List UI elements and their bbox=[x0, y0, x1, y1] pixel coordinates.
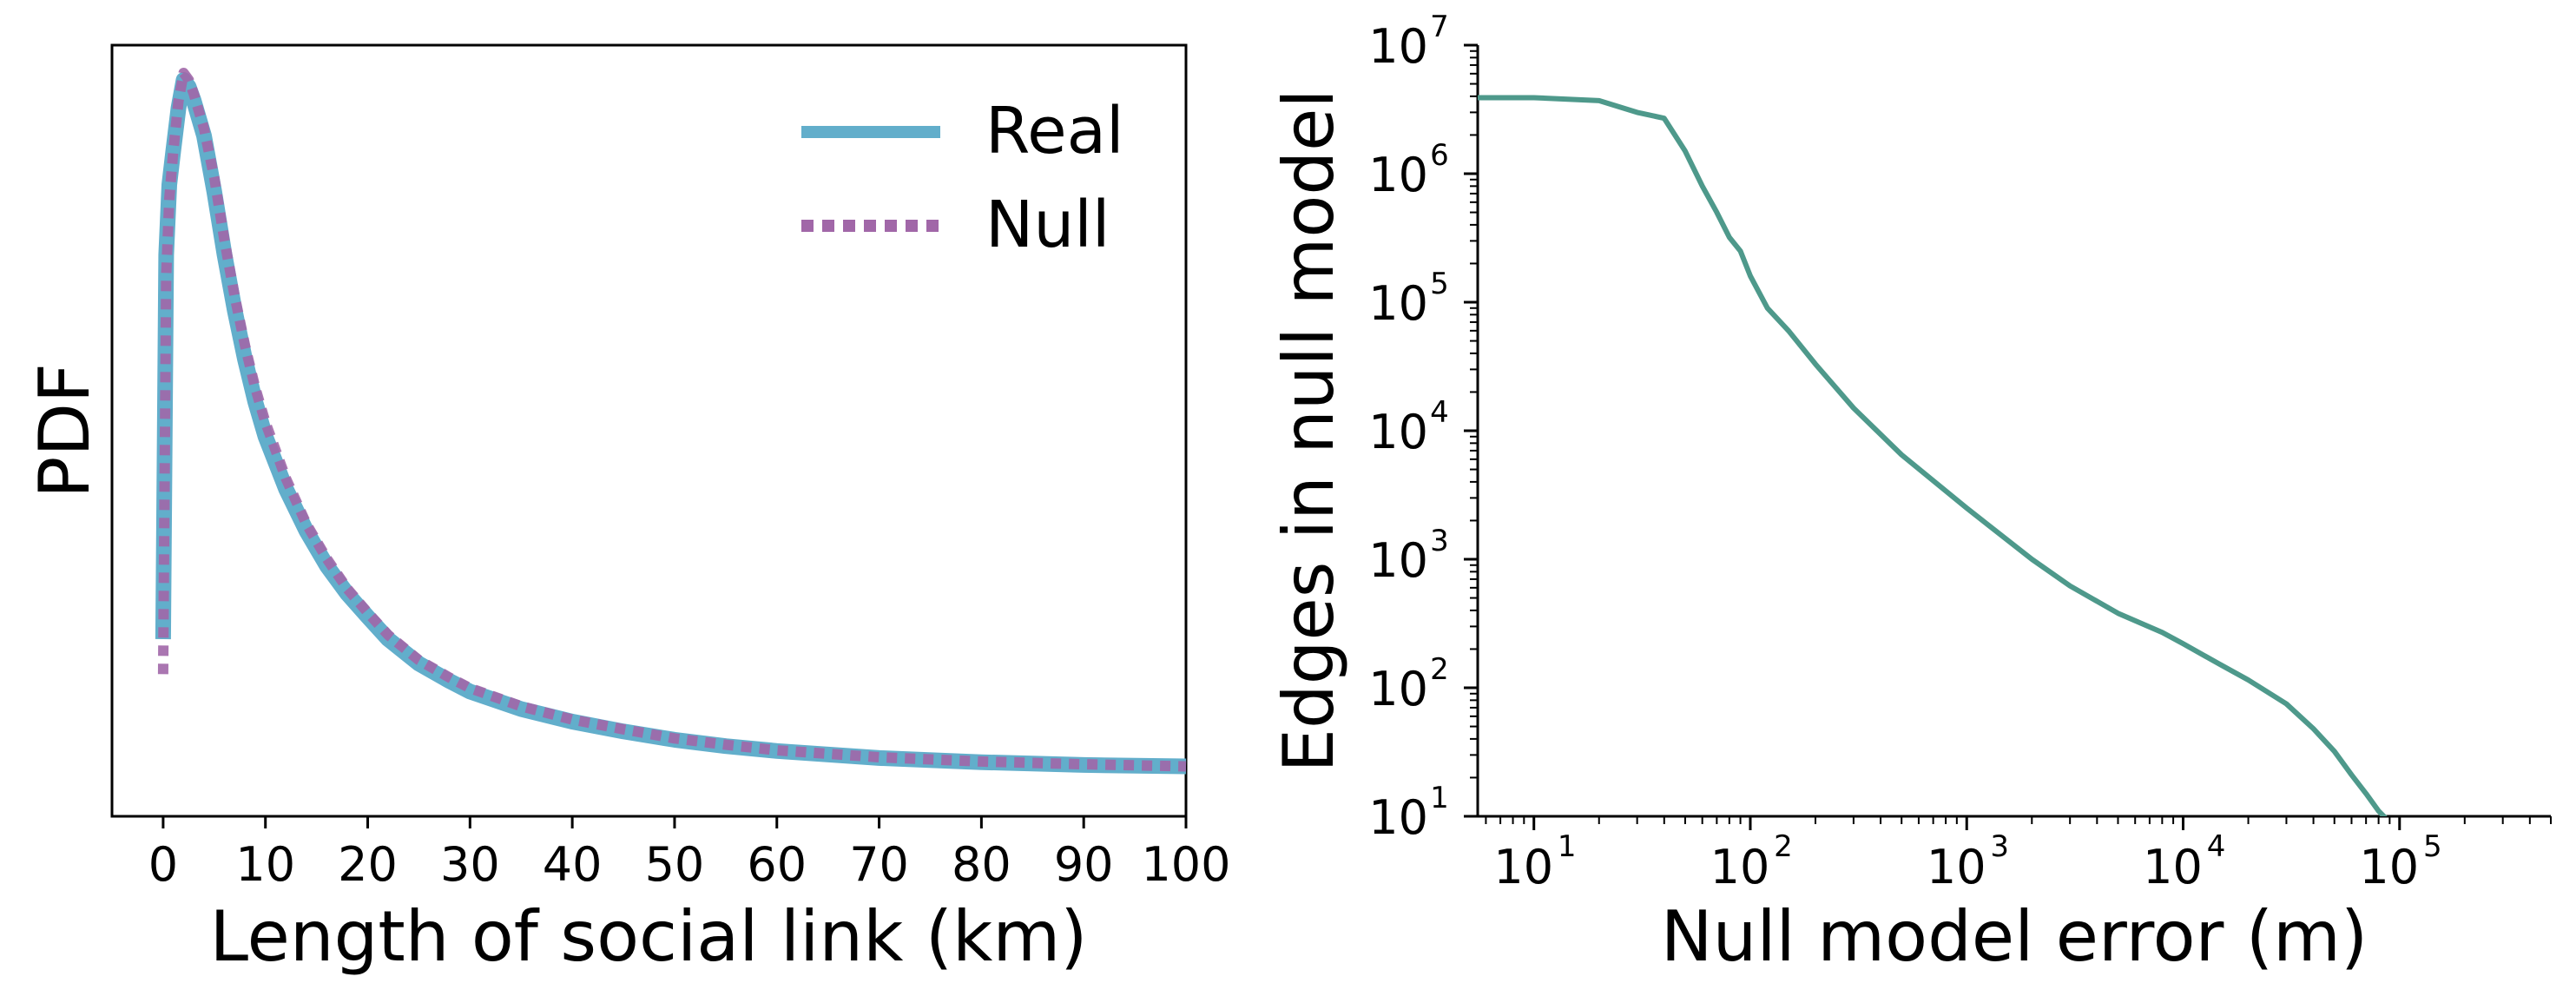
null-model-y-tick-exponent: 7 bbox=[1430, 10, 1449, 44]
null-model-y-tick-exponent: 4 bbox=[1430, 395, 1449, 430]
pdf-x-tick-label: 70 bbox=[849, 837, 909, 892]
null-model-x-tick-exponent: 5 bbox=[2423, 829, 2442, 864]
null-model-y-tick-label: 10 bbox=[1368, 19, 1428, 74]
pdf-panel: 0 10 20 30 40 50 60 70 80 90 100 Length of social … bbox=[24, 43, 1231, 977]
null-model-panel: 10 1 10 2 10 3 10 4 10 510 110 210 310 410 510 610 7 Nul… bbox=[1268, 10, 2552, 977]
null-model-y-tick-exponent: 1 bbox=[1430, 781, 1449, 815]
null-model-y-axis-label: Edges in null model bbox=[1268, 89, 1349, 772]
null-model-y-tick-label: 10 bbox=[1368, 533, 1428, 588]
null-model-minor-ticks bbox=[1470, 49, 2552, 824]
pdf-plot-frame bbox=[110, 43, 1188, 818]
null-model-x-tick-exponent: 1 bbox=[1558, 829, 1577, 864]
pdf-x-tick-label: 30 bbox=[440, 837, 500, 892]
null-model-x-tick-exponent: 2 bbox=[1774, 829, 1793, 864]
pdf-x-tick-label: 80 bbox=[952, 837, 1011, 892]
null-model-x-tick-label: 10 bbox=[1710, 840, 1770, 894]
pdf-x-tick-label: 0 bbox=[148, 837, 178, 892]
pdf-series-group bbox=[155, 68, 1187, 775]
null-model-x-tick-label: 10 bbox=[2359, 840, 2419, 894]
null-model-x-tick-label: 10 bbox=[2143, 840, 2203, 894]
pdf-y-axis-label: PDF bbox=[24, 363, 105, 498]
pdf-x-tick-label: 90 bbox=[1054, 837, 1114, 892]
legend-label-real: Real bbox=[985, 94, 1124, 168]
null-model-y-tick-exponent: 5 bbox=[1430, 267, 1449, 301]
null-model-major-ticks: 10 1 10 2 10 3 10 4 10 510 110 210 310 410 510 610 7 bbox=[1368, 10, 2441, 894]
pdf-series-real-line bbox=[155, 72, 1187, 775]
null-model-y-tick-label: 10 bbox=[1368, 790, 1428, 845]
pdf-x-tick-label: 10 bbox=[235, 837, 295, 892]
pdf-x-ticks: 0 10 20 30 40 50 60 70 80 90 100 bbox=[148, 816, 1231, 892]
pdf-x-tick-label: 50 bbox=[645, 837, 705, 892]
legend-label-null: Null bbox=[985, 188, 1110, 262]
null-model-y-tick-label: 10 bbox=[1368, 276, 1428, 331]
pdf-x-tick-label: 60 bbox=[747, 837, 807, 892]
pdf-x-tick-label: 20 bbox=[338, 837, 398, 892]
null-model-x-tick-exponent: 3 bbox=[1990, 829, 2009, 864]
pdf-x-tick-label: 100 bbox=[1141, 837, 1230, 892]
pdf-series-null-line bbox=[157, 68, 1187, 772]
null-model-series-line bbox=[1478, 95, 2388, 816]
legend: Real Null bbox=[801, 94, 1124, 262]
null-model-series-group bbox=[1478, 95, 2388, 816]
null-model-y-tick-exponent: 6 bbox=[1430, 138, 1449, 173]
pdf-x-tick-label: 40 bbox=[543, 837, 603, 892]
null-model-y-tick-exponent: 2 bbox=[1430, 652, 1449, 687]
null-model-x-tick-label: 10 bbox=[1493, 840, 1553, 894]
null-model-y-tick-label: 10 bbox=[1368, 148, 1428, 202]
null-model-x-tick-label: 10 bbox=[1927, 840, 1986, 894]
null-model-y-tick-label: 10 bbox=[1368, 662, 1428, 716]
null-model-x-tick-exponent: 4 bbox=[2207, 829, 2226, 864]
null-model-y-tick-label: 10 bbox=[1368, 405, 1428, 459]
pdf-x-axis-label: Length of social link (km) bbox=[209, 896, 1087, 977]
null-model-x-axis-label: Null model error (m) bbox=[1661, 896, 2368, 977]
null-model-y-tick-exponent: 3 bbox=[1430, 524, 1449, 558]
